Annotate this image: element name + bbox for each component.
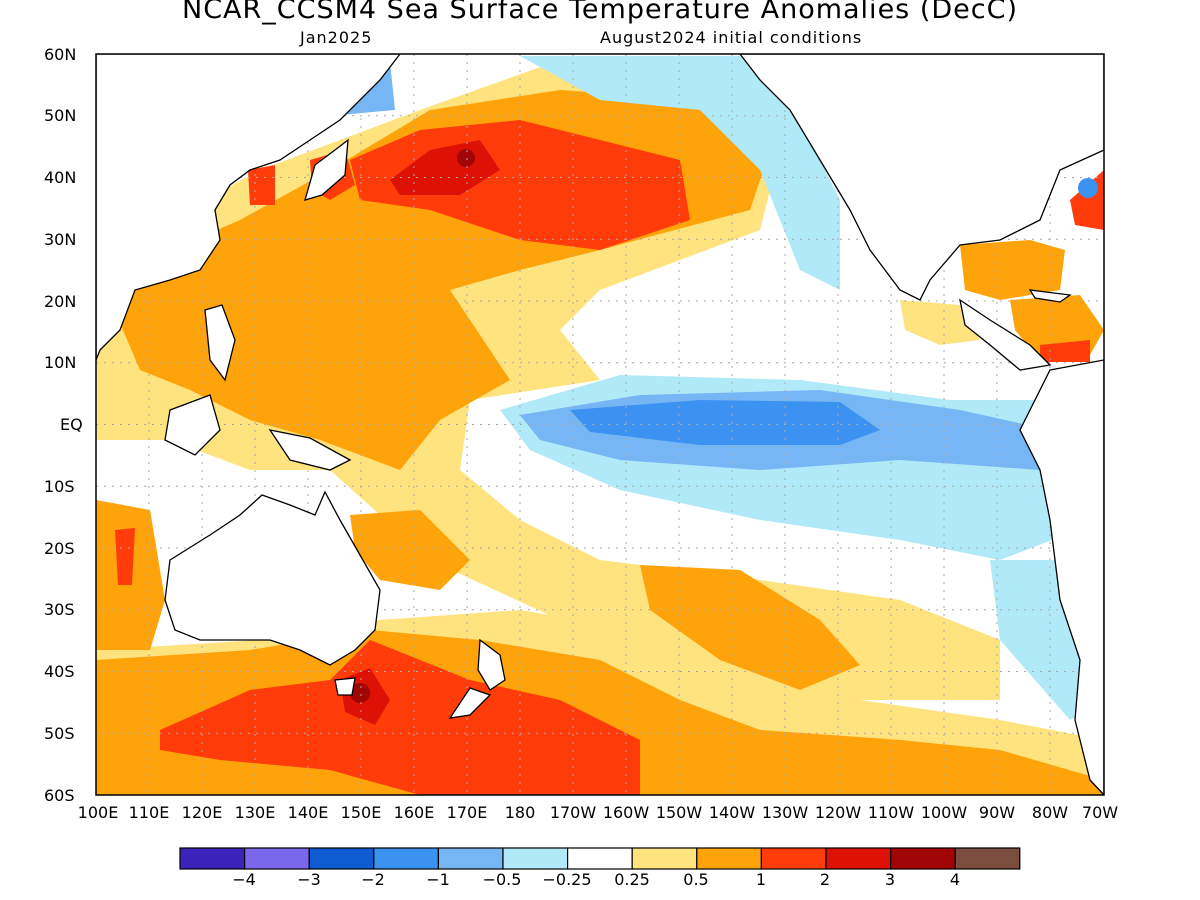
- lon-label-130w: 130W: [761, 803, 809, 822]
- lon-label-90w: 90W: [978, 803, 1016, 822]
- lat-label-50n: 50N: [44, 106, 77, 125]
- asia-coast: [96, 54, 401, 361]
- colorbar-label: −4: [232, 870, 256, 889]
- colorbar-swatch: [825, 847, 892, 870]
- lat-label-eq: EQ: [60, 415, 83, 434]
- lon-label-120w: 120W: [814, 803, 862, 822]
- tasmania-coast: [334, 677, 356, 696]
- lon-label-140w: 140W: [708, 803, 756, 822]
- colorbar-swatch: [631, 847, 698, 870]
- lon-label-110w: 110W: [867, 803, 915, 822]
- cool-spot-atlantic: [1078, 178, 1098, 198]
- lat-label-10n: 10N: [44, 353, 77, 372]
- lat-label-40n: 40N: [44, 168, 77, 187]
- colorbar-swatch: [889, 847, 956, 870]
- lon-label-70w: 70W: [1081, 803, 1119, 822]
- colorbar: [179, 847, 1021, 870]
- lon-label-100w: 100W: [920, 803, 968, 822]
- lon-label-140e: 140E: [287, 803, 329, 822]
- warm-region-japan-sea: [248, 165, 275, 205]
- colorbar-swatch: [502, 847, 569, 870]
- lon-label-110e: 110E: [128, 803, 170, 822]
- philippines-coast: [204, 304, 236, 382]
- lon-label-150w: 150W: [655, 803, 703, 822]
- lon-label-80w: 80W: [1031, 803, 1069, 822]
- south-america-coast: [1019, 359, 1104, 795]
- warm-region-gulf-of-mexico: [960, 240, 1065, 300]
- lon-label-170w: 170W: [549, 803, 597, 822]
- colorbar-swatch: [696, 847, 762, 870]
- map-frame: [95, 53, 1105, 796]
- lat-label-30n: 30N: [44, 230, 77, 249]
- lon-label-150e: 150E: [340, 803, 382, 822]
- warm-region-central-america: [900, 300, 980, 345]
- colorbar-swatch: [308, 847, 375, 870]
- australia-coast: [164, 490, 381, 666]
- warm-peak-north-pacific: [457, 149, 475, 167]
- colorbar-label: 0.25: [614, 870, 650, 889]
- forecast-month: Jan2025: [300, 28, 373, 47]
- colorbar-swatch: [566, 847, 633, 870]
- new-zealand-north-coast: [477, 638, 506, 691]
- warm-region-caribbean-core: [1040, 340, 1090, 362]
- lon-label-160e: 160E: [393, 803, 435, 822]
- lat-label-50s: 50S: [44, 724, 75, 743]
- cool-region-gulf-of-alaska: [520, 56, 840, 290]
- initial-conditions: August2024 initial conditions: [600, 28, 863, 47]
- colorbar-label: 1: [755, 870, 767, 889]
- cuba-coast: [1028, 289, 1072, 303]
- central-america-coast: [959, 298, 1052, 371]
- colorbar-label: 0.5: [683, 870, 709, 889]
- colorbar-swatch: [373, 847, 439, 870]
- warm-region-south-indian-core: [115, 528, 135, 585]
- lat-label-60n: 60N: [44, 45, 77, 64]
- map-title: NCAR_CCSM4 Sea Surface Temperature Anoma…: [182, 0, 1018, 25]
- colorbar-label: −3: [297, 870, 321, 889]
- japan-coast: [304, 138, 349, 201]
- colorbar-label: −1: [426, 870, 450, 889]
- graticule: [96, 54, 1104, 795]
- colorbar-label: 2: [819, 870, 831, 889]
- colorbar-label: −0.25: [542, 870, 592, 889]
- warm-region-coral-sea: [350, 510, 470, 590]
- lon-label-130e: 130E: [234, 803, 276, 822]
- colorbar-label: 3: [884, 870, 896, 889]
- north-america-coast: [739, 54, 1104, 301]
- lat-label-40s: 40S: [44, 662, 75, 681]
- colorbar-label: 4: [949, 870, 961, 889]
- coastlines: [96, 54, 1104, 795]
- colorbar-label: −0.5: [482, 870, 522, 889]
- new-zealand-south-coast: [448, 687, 492, 719]
- lon-label-180: 180: [504, 803, 536, 822]
- colorbar-swatch: [244, 847, 310, 870]
- warm-peak-tasman: [350, 683, 370, 703]
- new-guinea-coast: [268, 429, 352, 471]
- lat-label-20n: 20N: [44, 292, 77, 311]
- warm-region-tasman: [160, 640, 640, 795]
- lon-label-100e: 100E: [77, 803, 119, 822]
- borneo-coast: [164, 394, 221, 456]
- lat-label-30s: 30S: [44, 600, 75, 619]
- colorbar-swatch: [760, 847, 827, 870]
- colorbar-swatch: [179, 847, 246, 870]
- lon-label-120e: 120E: [181, 803, 223, 822]
- cool-region-equatorial-core: [570, 400, 880, 445]
- warm-region-southcentral: [640, 565, 860, 690]
- colorbar-label: −2: [361, 870, 385, 889]
- colorbar-swatch: [954, 847, 1021, 870]
- lat-label-10s: 10S: [44, 477, 75, 496]
- lon-label-160w: 160W: [602, 803, 650, 822]
- lat-label-60s: 60S: [44, 786, 75, 805]
- colorbar-swatch: [437, 847, 504, 870]
- lon-label-170e: 170E: [446, 803, 488, 822]
- lat-label-20s: 20S: [44, 539, 75, 558]
